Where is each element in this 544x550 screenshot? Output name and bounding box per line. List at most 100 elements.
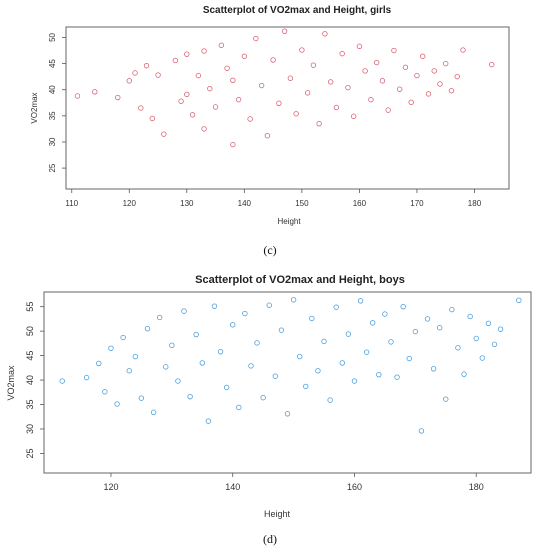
boys-data-point [199, 360, 205, 366]
girls-data-point [316, 121, 322, 127]
girls-data-point [201, 48, 207, 54]
girls-data-point [379, 78, 386, 84]
boys-data-point [351, 378, 358, 384]
boys-y-tick-label: 25 [25, 448, 35, 458]
boys-points [59, 297, 522, 434]
boys-data-point [83, 374, 90, 381]
girls-data-point [327, 79, 334, 85]
girls-data-point [333, 104, 340, 111]
girls-y-axis-label: VO2max [30, 92, 39, 123]
boys-data-point [114, 401, 120, 407]
girls-data-point [408, 99, 414, 105]
boys-data-point [376, 371, 382, 378]
girls-data-point [218, 42, 225, 48]
girls-points [74, 28, 495, 148]
boys-data-point [126, 368, 132, 374]
girls-y-tick-label: 25 [48, 163, 57, 172]
boys-data-point [437, 325, 443, 331]
boys-data-point [223, 384, 230, 391]
girls-data-point [149, 115, 155, 122]
boys-data-point [193, 331, 199, 338]
girls-data-point [391, 47, 397, 54]
boys-data-point [315, 368, 321, 374]
girls-x-tick-label: 160 [353, 199, 367, 208]
boys-data-point [370, 320, 376, 326]
boys-y-tick-label: 45 [25, 351, 35, 361]
girls-data-point [397, 86, 403, 92]
girls-data-point [437, 81, 443, 87]
boys-data-point [150, 409, 157, 416]
boys-plot-frame [43, 291, 532, 474]
girls-data-point [247, 116, 253, 122]
girls-data-point [270, 57, 276, 63]
boys-data-point [388, 339, 394, 345]
girls-data-point [374, 59, 380, 66]
boys-x-tick-label: 120 [103, 482, 118, 492]
boys-y-tick-label: 40 [25, 375, 35, 385]
girls-data-point [201, 126, 207, 132]
girls-data-point [460, 47, 466, 53]
boys-data-point [406, 355, 412, 362]
caption-c: (c) [263, 243, 276, 257]
boys-data-point [303, 383, 309, 390]
boys-y-tick-label: 50 [25, 326, 35, 336]
boys-data-point [284, 411, 291, 417]
girls-data-point [172, 57, 178, 64]
boys-data-point [260, 394, 266, 401]
boys-data-point [297, 353, 303, 360]
girls-data-point [115, 94, 121, 101]
girls-data-point [293, 111, 299, 117]
girls-data-point [195, 72, 201, 79]
girls-data-point [126, 78, 132, 84]
girls-y-tick-label: 50 [48, 32, 57, 41]
girls-data-point [448, 88, 455, 94]
girls-data-point [414, 72, 420, 79]
girls-data-point [356, 43, 363, 50]
boys-data-point [266, 302, 272, 308]
boys-data-point [497, 326, 504, 332]
girls-data-point [304, 90, 311, 96]
girls-data-point [345, 84, 351, 91]
girls-data-point [155, 72, 161, 78]
boys-data-point [333, 304, 339, 310]
boys-data-point [272, 373, 279, 379]
girls-x-tick-label: 140 [238, 199, 252, 208]
boys-data-point [120, 334, 126, 341]
girls-x-axis-label: Height [277, 217, 301, 226]
boys-data-point [290, 297, 297, 303]
boys-data-point [236, 404, 242, 411]
boys-data-point [443, 396, 449, 402]
girls-data-point [241, 53, 248, 59]
girls-data-point [362, 68, 368, 74]
girls-data-point [184, 91, 190, 98]
boys-data-point [357, 298, 364, 304]
girls-data-point [489, 61, 495, 68]
girls-data-point [368, 96, 374, 103]
boys-data-point [217, 349, 224, 355]
girls-data-point [189, 112, 196, 118]
girls-x-tick-label: 110 [65, 199, 78, 208]
boys-data-point [102, 389, 108, 395]
girls-plot-frame [65, 26, 510, 190]
girls-data-point [276, 100, 282, 106]
girls-data-point [143, 62, 150, 69]
girls-data-point [161, 131, 167, 137]
girls-data-point [230, 77, 236, 83]
boys-data-point [467, 313, 473, 320]
boys-y-tick-label: 35 [25, 400, 35, 410]
boys-data-point [461, 371, 467, 377]
girls-data-point [322, 31, 328, 37]
boys-data-point [169, 342, 175, 348]
girls-data-point [281, 28, 288, 34]
boys-data-point [278, 327, 285, 333]
girls-y-tick-label: 40 [48, 85, 57, 94]
boys-data-point [449, 306, 455, 313]
girls-x-tick-label: 180 [468, 199, 482, 208]
boys-data-point [96, 360, 102, 367]
boys-data-point [327, 397, 333, 403]
boys-data-point [309, 315, 315, 322]
boys-data-point [345, 331, 352, 337]
boys-data-point [412, 328, 419, 335]
